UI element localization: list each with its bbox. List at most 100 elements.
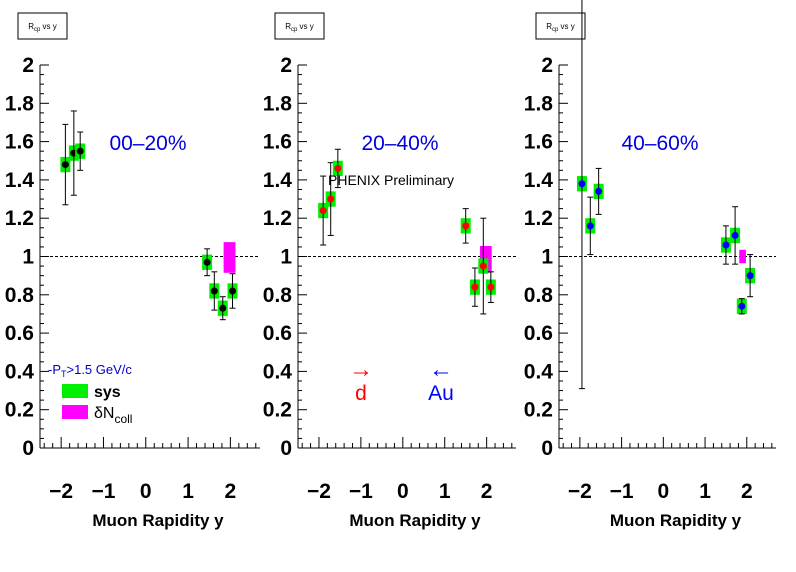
data-point [325,162,336,236]
y-tick-label: 0.8 [524,284,554,307]
marker [479,262,487,270]
panel-title: Rcp vs y [28,22,57,33]
y-tick-label: 0.4 [524,360,554,383]
x-tick-label: 2 [741,480,753,503]
marker [219,304,227,312]
direction-label-au: ←Au [428,356,454,405]
data-point [730,206,741,265]
y-tick-label: 1.4 [263,169,293,192]
y-tick-label: 0.8 [5,284,35,307]
data-point [745,254,756,298]
data-point [202,248,213,277]
y-tick-label: 0 [22,437,34,460]
marker [487,283,495,291]
data-point [576,0,587,390]
y-tick-label: 1.6 [524,131,553,154]
y-tick-label: 0.2 [263,399,292,422]
chart-panel-1: Rcp vs y 0 0.2 0.4 0.6 0.8 1 1.2 1.4 1.6 1.8 2 −2 −1 0… [5,12,260,530]
y-tick-label: 0.6 [263,322,292,345]
data-point [485,271,496,303]
marker [578,180,586,188]
marker [334,164,342,172]
data-point [720,225,731,265]
data-point [478,217,489,315]
y-tick-label: 0.2 [5,399,34,422]
y-tick-label: 0.2 [524,399,553,422]
centrality-label: 00–20% [109,132,186,155]
chart-panel-2: Rcp vs y 0 0.2 0.4 0.6 0.8 1 1.2 1.4 1.6 1.8 2 −2 −1 0… [263,12,516,530]
phenix-annotation: PHENIX Preliminary [328,172,454,188]
x-tick-label: 1 [439,480,451,503]
data-point [332,148,343,189]
y-tick-label: 0 [541,437,553,460]
x-tick-label: −2 [49,480,73,503]
data-point [318,175,329,246]
y-tick-label: 1.6 [5,131,34,154]
y-tick-label: 0.6 [5,322,34,345]
y-tick-label: 1.4 [5,169,35,192]
right-arrow-icon: → [349,356,373,383]
x-tick-label: −2 [568,480,592,503]
y-tick-label: 0.4 [263,360,293,383]
y-tick-label: 2 [280,54,292,77]
panel-title: Rcp vs y [546,22,575,33]
y-tick-label: 0.8 [263,284,293,307]
y-tick-label: 1 [280,246,292,269]
centrality-label: 40–60% [621,132,698,155]
data-point [209,271,220,311]
panel-title-box [535,12,586,40]
data-point [227,273,238,309]
centrality-label: 20–40% [361,132,438,155]
x-tick-label: −1 [610,480,634,503]
legend-swatch [62,405,88,419]
marker [203,258,211,266]
panel-title: Rcp vs y [285,22,314,33]
x-tick-label: 0 [140,480,152,503]
ncoll-box [739,249,746,264]
legend-label: δNcoll [94,405,132,426]
x-tick-label: −1 [349,480,373,503]
y-tick-label: 1.2 [263,207,292,230]
x-axis-label: Muon Rapidity y [92,511,224,530]
x-tick-label: 2 [225,480,237,503]
marker [327,195,335,203]
marker [61,161,69,169]
direction-label-d: →d [349,356,373,405]
x-tick-label: 1 [699,480,711,503]
direction-text: Au [428,382,454,405]
data-point [75,131,86,171]
data-point [736,298,747,315]
panel-title-box [274,12,325,40]
legend-swatch [62,384,88,398]
y-tick-label: 1 [541,246,553,269]
x-tick-label: 0 [397,480,409,503]
panel-title-box [17,12,68,40]
y-tick-label: 1.6 [263,131,292,154]
data-point [469,267,480,307]
marker [586,222,594,230]
marker [471,283,479,291]
data-point [585,196,596,256]
data-point [217,296,228,321]
x-tick-label: −1 [91,480,115,503]
marker [731,231,739,239]
y-tick-label: 1.8 [5,92,35,115]
marker [210,287,218,295]
y-tick-label: 2 [541,54,553,77]
marker [746,272,754,280]
x-tick-label: 2 [481,480,493,503]
y-tick-label: 0.4 [5,360,35,383]
x-axis-label: Muon Rapidity y [610,511,742,530]
data-point [460,208,471,244]
marker [76,147,84,155]
y-tick-label: 1.4 [524,169,554,192]
chart-panel-3: Rcp vs y 0 0.2 0.4 0.6 0.8 1 1.2 1.4 1.6 1.8 2 −2 −1 0… [524,0,776,530]
marker [738,302,746,310]
x-tick-label: 0 [657,480,669,503]
marker [229,287,236,295]
pt-cut-label: -PT>1.5 GeV/c [48,362,132,379]
y-tick-label: 1.2 [524,207,553,230]
ncoll-box [223,242,236,273]
legend-label: sys [94,384,121,401]
y-tick-label: 1.8 [263,92,293,115]
